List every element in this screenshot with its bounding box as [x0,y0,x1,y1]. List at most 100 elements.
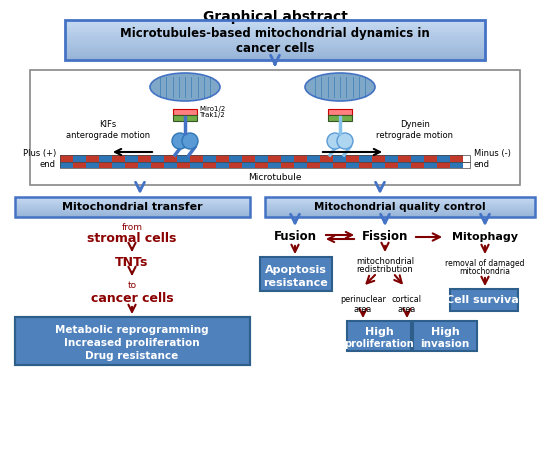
Bar [125,162,138,168]
Bar [437,155,450,162]
Text: resistance: resistance [263,278,328,288]
Bar [15,324,250,327]
Bar [15,346,250,349]
Bar [86,155,99,162]
Bar [65,46,485,49]
Text: cancer cells: cancer cells [91,292,173,305]
Bar [15,214,250,216]
Bar [15,356,250,358]
Circle shape [337,133,353,149]
Bar [125,155,138,162]
Bar [385,155,398,162]
Bar [265,200,535,202]
Text: Mitophagy: Mitophagy [452,232,518,242]
Bar [265,198,535,199]
Bar [112,155,125,162]
Bar [320,162,333,168]
Bar [177,162,190,168]
Bar [265,208,535,210]
Bar [15,341,250,344]
Text: KIFs
anterograde motion: KIFs anterograde motion [66,120,150,140]
Bar [190,155,203,162]
Bar [265,216,535,217]
Bar [15,207,250,208]
Bar [173,109,197,115]
Bar [65,26,485,28]
Bar [65,22,485,24]
Bar [73,162,86,168]
Bar [265,215,535,216]
Bar [372,155,385,162]
Text: Cell survival: Cell survival [446,295,522,305]
Bar [65,36,485,39]
Bar [265,213,535,215]
Ellipse shape [150,73,220,101]
Bar [328,115,352,121]
Bar [229,162,242,168]
Circle shape [182,133,198,149]
Bar [255,155,268,162]
Bar [190,162,203,168]
Bar [65,30,485,32]
Bar [65,44,485,46]
Text: redistribution: redistribution [356,265,414,274]
Bar [450,289,518,311]
Bar [265,201,535,202]
Bar [265,211,535,212]
Bar [151,162,164,168]
Bar [15,348,250,351]
Bar [138,162,151,168]
Bar [265,204,535,206]
Bar [86,162,99,168]
Circle shape [327,133,343,149]
Bar [15,212,250,213]
Bar [99,162,112,168]
Text: Graphical abstract: Graphical abstract [202,10,348,24]
Bar [450,162,463,168]
Bar [307,162,320,168]
Text: Apoptosis: Apoptosis [265,265,327,275]
Bar [265,197,535,217]
Bar [347,321,411,351]
Bar [15,213,250,215]
Bar [265,197,535,198]
Bar [15,205,250,207]
Bar [320,155,333,162]
Circle shape [172,133,188,149]
Bar [15,363,250,365]
Bar [30,70,520,185]
Bar [65,50,485,53]
Text: cancer cells: cancer cells [236,41,314,54]
Bar [15,210,250,211]
Bar [413,321,477,351]
Bar [359,162,372,168]
Bar [65,40,485,42]
Bar [15,204,250,206]
Bar [15,317,250,365]
Bar [60,155,73,162]
Bar [15,199,250,201]
Text: perinuclear
area: perinuclear area [340,295,386,315]
Text: Mitochondrial transfer: Mitochondrial transfer [62,202,202,212]
Bar [265,207,535,208]
Bar [411,155,424,162]
Bar [65,52,485,54]
Bar [65,56,485,58]
Bar [15,201,250,202]
Bar [15,215,250,216]
Bar [164,162,177,168]
Bar [424,155,437,162]
Bar [385,162,398,168]
Bar [164,155,177,162]
Bar [15,203,250,204]
Bar [260,257,332,291]
Bar [65,58,485,60]
Bar [65,20,485,60]
Bar [265,214,535,216]
Text: to: to [128,282,136,291]
Bar [333,155,346,162]
Bar [15,353,250,356]
Bar [15,206,250,207]
Text: mitochondrial: mitochondrial [356,256,414,266]
Bar [73,155,86,162]
